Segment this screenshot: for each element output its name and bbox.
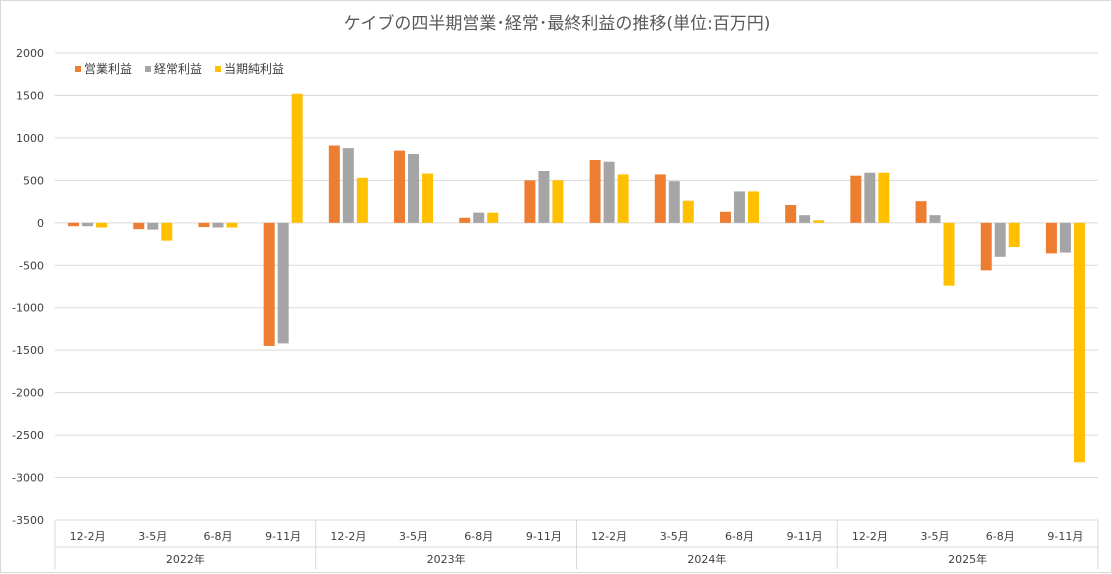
gridlines bbox=[55, 52, 1098, 521]
x-tick-label: 3-5月 bbox=[660, 530, 689, 543]
y-tick-label: 500 bbox=[23, 174, 44, 187]
y-tick-label: -1500 bbox=[12, 344, 44, 357]
bar-1-6 bbox=[394, 150, 406, 223]
bar-2-10 bbox=[668, 181, 680, 223]
chart-title: ケイブの四半期営業･経常･最終利益の推移(単位:百万円) bbox=[344, 13, 771, 34]
bar-2-3 bbox=[212, 222, 224, 228]
bar-1-7 bbox=[459, 217, 471, 223]
bar-2-14 bbox=[929, 215, 941, 223]
bar-3-4 bbox=[291, 93, 303, 223]
bar-1-15 bbox=[980, 222, 992, 271]
x-group-label: 2025年 bbox=[948, 552, 987, 566]
bar-1-1 bbox=[68, 222, 80, 227]
bar-1-10 bbox=[654, 174, 666, 223]
x-axis: 12-2月 3-5月 6-8月 9-11月 12-2月 3-5月 6-8月 9-11月 12-2… bbox=[54, 519, 1099, 569]
x-tick-label: 12-2月 bbox=[591, 530, 627, 543]
bar-3-15 bbox=[1008, 222, 1020, 248]
y-tick-label: -2500 bbox=[12, 429, 44, 442]
x-group-label: 2024年 bbox=[687, 552, 726, 566]
bar-1-12 bbox=[785, 204, 797, 223]
y-tick-label: 0 bbox=[37, 217, 44, 230]
bar-2-8 bbox=[538, 171, 550, 223]
bar-3-5 bbox=[356, 177, 368, 223]
bar-1-14 bbox=[915, 201, 927, 223]
bar-1-5 bbox=[328, 145, 340, 223]
legend-label: 当期純利益 bbox=[224, 62, 284, 76]
bar-1-8 bbox=[524, 180, 536, 223]
bar-3-10 bbox=[682, 200, 694, 223]
x-tick-label: 9-11月 bbox=[1047, 530, 1083, 543]
bar-3-8 bbox=[552, 180, 564, 223]
bar-3-11 bbox=[747, 191, 759, 223]
x-tick-label: 12-2月 bbox=[330, 530, 366, 543]
legend-swatch bbox=[145, 66, 152, 72]
bar-2-5 bbox=[342, 148, 354, 223]
x-tick-label: 6-8月 bbox=[986, 530, 1015, 543]
bar-2-4 bbox=[277, 222, 289, 344]
x-tick-label: 9-11月 bbox=[526, 530, 562, 543]
bar-2-1 bbox=[82, 222, 94, 227]
y-tick-label: -3000 bbox=[12, 472, 44, 485]
x-tick-label: 3-5月 bbox=[921, 530, 950, 543]
bar-3-16 bbox=[1073, 222, 1085, 463]
legend-swatch bbox=[215, 66, 222, 72]
bar-1-13 bbox=[850, 175, 862, 223]
bar-2-15 bbox=[994, 222, 1006, 257]
x-tick-label: 6-8月 bbox=[203, 530, 232, 543]
y-tick-label: -1000 bbox=[12, 302, 44, 315]
bar-2-11 bbox=[733, 191, 745, 223]
bar-3-2 bbox=[161, 222, 173, 241]
bar-2-12 bbox=[799, 215, 811, 223]
bars bbox=[68, 93, 1085, 463]
bar-3-9 bbox=[617, 174, 629, 223]
bar-3-14 bbox=[943, 222, 955, 286]
y-tick-label: -500 bbox=[19, 259, 44, 272]
x-tick-label: 9-11月 bbox=[787, 530, 823, 543]
bar-2-13 bbox=[864, 172, 876, 223]
legend-label: 営業利益 bbox=[84, 62, 132, 76]
y-tick-label: 1500 bbox=[16, 89, 44, 102]
y-axis-tick-labels: -3500 -3000 -2500 -2000 -1500 -1000 -500 0 500 10… bbox=[12, 47, 44, 527]
legend-swatch bbox=[75, 66, 81, 72]
bar-2-2 bbox=[147, 222, 159, 230]
bar-3-1 bbox=[96, 222, 108, 228]
bar-1-2 bbox=[133, 222, 145, 230]
bar-3-6 bbox=[422, 173, 434, 223]
legend-label: 経常利益 bbox=[154, 62, 202, 76]
bar-1-16 bbox=[1045, 222, 1057, 254]
y-tick-label: -3500 bbox=[12, 514, 44, 527]
bar-2-7 bbox=[473, 212, 485, 223]
bar-1-4 bbox=[263, 222, 275, 346]
bar-1-9 bbox=[589, 159, 601, 223]
x-tick-label: 3-5月 bbox=[399, 530, 428, 543]
bar-1-3 bbox=[198, 222, 210, 228]
y-tick-label: 2000 bbox=[16, 47, 44, 60]
x-tick-label: 6-8月 bbox=[464, 530, 493, 543]
x-tick-label: 12-2月 bbox=[70, 530, 106, 543]
y-tick-label: 1000 bbox=[16, 132, 44, 145]
bar-2-16 bbox=[1059, 222, 1071, 253]
x-tick-label: 6-8月 bbox=[725, 530, 754, 543]
legend: 営業利益 経常利益 当期純利益 bbox=[75, 62, 284, 76]
bar-2-9 bbox=[603, 161, 615, 223]
bar-1-11 bbox=[719, 211, 731, 223]
x-tick-label: 3-5月 bbox=[138, 530, 167, 543]
x-group-label: 2022年 bbox=[166, 552, 205, 566]
x-tick-label: 9-11月 bbox=[265, 530, 301, 543]
bar-3-13 bbox=[878, 172, 890, 223]
x-group-label: 2023年 bbox=[427, 552, 466, 566]
bar-3-7 bbox=[487, 212, 499, 223]
y-tick-label: -2000 bbox=[12, 387, 44, 400]
x-tick-label: 12-2月 bbox=[852, 530, 888, 543]
bar-3-3 bbox=[226, 222, 238, 228]
bar-3-12 bbox=[813, 220, 825, 223]
bar-2-6 bbox=[408, 154, 420, 223]
